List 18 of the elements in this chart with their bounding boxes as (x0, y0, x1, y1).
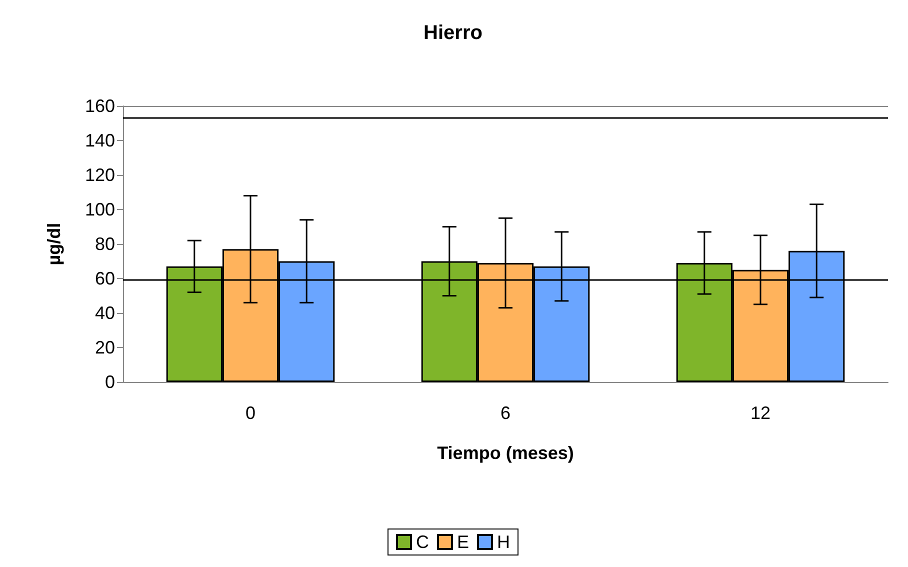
y-tick-label: 120 (84, 165, 115, 185)
legend-label: E (456, 532, 470, 552)
y-axis-title: µg/dl (44, 222, 64, 266)
y-tick-label: 60 (94, 268, 115, 288)
x-tick-label: 6 (500, 403, 511, 423)
chart-title: Hierro (424, 22, 482, 44)
y-tick-label: 0 (104, 372, 115, 392)
y-tick-label: 100 (84, 200, 115, 220)
x-axis-title: Tiempo (meses) (437, 443, 574, 463)
y-tick-label: 80 (94, 234, 115, 254)
y-tick-label: 160 (84, 96, 115, 116)
x-tick-label: 0 (245, 403, 256, 423)
legend-label: H (497, 532, 510, 552)
y-tick-label: 140 (84, 130, 115, 150)
y-tick-label: 40 (94, 303, 115, 323)
x-tick-label: 12 (750, 403, 771, 423)
y-tick-label: 20 (94, 338, 115, 358)
legend-label: C (416, 532, 429, 552)
